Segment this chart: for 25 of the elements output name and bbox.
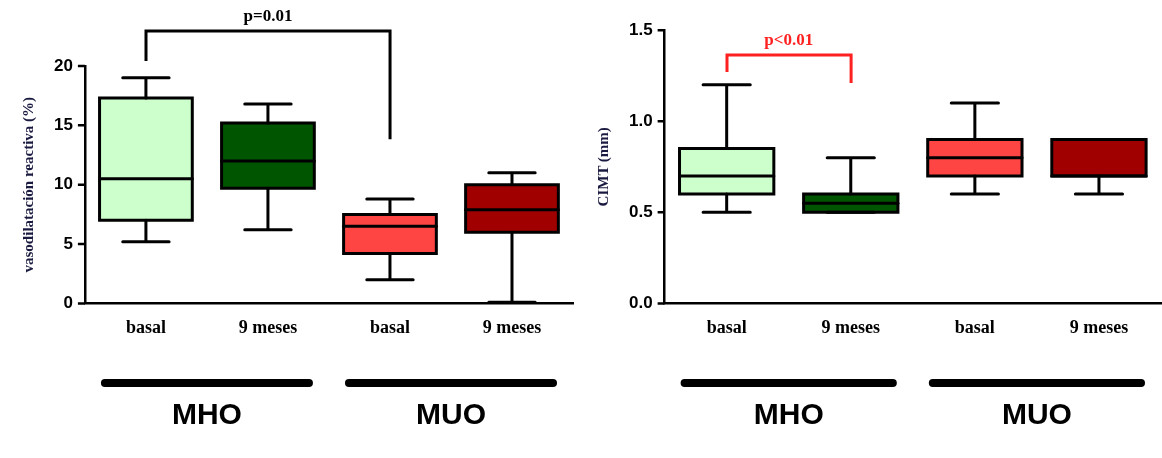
text: MHO (171, 397, 242, 431)
x-tick-label: basal (125, 316, 166, 337)
y-tick-label: 0 (63, 293, 73, 313)
text: p=0.01 (243, 6, 293, 26)
x-tick-label: 9 meses (482, 316, 542, 337)
y-tick-label: 5 (63, 233, 73, 253)
y-axis-title: vasodilatación reactiva (%) (19, 96, 37, 273)
x-tick-label: basal (954, 316, 995, 337)
y-tick-label: 0.0 (628, 293, 653, 313)
x-tick-label: basal (706, 316, 747, 337)
y-tick-label: 15 (53, 115, 73, 135)
text: MUO (1001, 397, 1072, 431)
text: MUO (415, 397, 486, 431)
x-tick-label: 9 meses (238, 316, 298, 337)
x-tick-label: 9 meses (1069, 316, 1129, 337)
y-tick-label: 0.5 (628, 202, 653, 222)
y-tick-label: 1.5 (628, 19, 653, 39)
x-tick-label: basal (369, 316, 410, 337)
annotation: p<0.01 (764, 29, 814, 49)
x-tick-label: 9 meses (821, 316, 881, 337)
text: MHO (753, 397, 824, 431)
y-tick-label: 1.0 (628, 110, 653, 130)
y-axis-title: CIMT (mm) (594, 127, 612, 207)
y-tick-label: 20 (53, 55, 73, 75)
y-tick-label: 10 (53, 174, 73, 194)
